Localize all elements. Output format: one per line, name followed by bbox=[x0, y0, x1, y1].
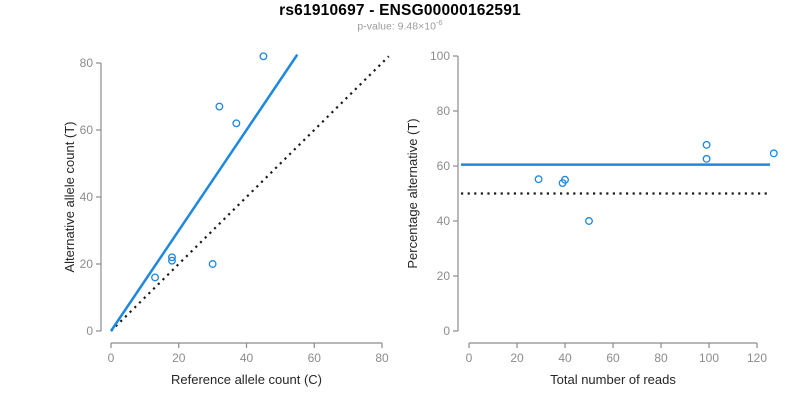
y-tick-label: 80 bbox=[437, 104, 451, 118]
x-tick-label: 40 bbox=[558, 351, 572, 365]
data-point bbox=[151, 273, 159, 282]
x-tick-label: 20 bbox=[510, 351, 524, 365]
p-value-exponent: -6 bbox=[435, 18, 443, 27]
plot-subtitle: p-value: 9.48×10-6 bbox=[0, 18, 800, 33]
data-point bbox=[259, 52, 268, 61]
data-point bbox=[534, 175, 543, 184]
data-point bbox=[232, 119, 241, 128]
data-point bbox=[769, 149, 778, 158]
y-tick-label: 100 bbox=[430, 49, 450, 63]
x-tick-label: 60 bbox=[308, 351, 322, 365]
x-axis-title: Reference allele count (C) bbox=[171, 372, 322, 387]
percentage-panel: 0 20 40 60 80 100 0 20 40 60 80 100 120 Total number … bbox=[405, 49, 778, 387]
data-point bbox=[561, 175, 569, 184]
data-point bbox=[585, 217, 593, 225]
data-point bbox=[208, 260, 217, 268]
x-tick-label: 0 bbox=[108, 351, 115, 365]
data-point bbox=[702, 140, 711, 149]
y-tick-label: 40 bbox=[80, 190, 94, 204]
data-point bbox=[168, 256, 176, 265]
x-tick-label: 40 bbox=[240, 351, 254, 365]
y-tick-label: 60 bbox=[437, 159, 451, 173]
x-tick-label: 0 bbox=[466, 351, 473, 365]
data-point bbox=[215, 102, 224, 111]
x-tick-label: 80 bbox=[375, 351, 389, 365]
data-point bbox=[168, 253, 176, 262]
data-point bbox=[702, 154, 711, 163]
y-tick-label: 0 bbox=[443, 324, 450, 338]
x-tick-label: 100 bbox=[699, 351, 719, 365]
y-tick-label: 60 bbox=[80, 123, 94, 137]
p-value-text: p-value: 9.48×10 bbox=[357, 20, 436, 33]
y-tick-label: 40 bbox=[437, 214, 451, 228]
identity-line bbox=[110, 55, 390, 332]
x-tick-label: 20 bbox=[172, 351, 186, 365]
x-tick-label: 80 bbox=[654, 351, 668, 365]
allele-counts-panel: 0 20 40 60 80 0 20 40 60 80 Reference allele count… bbox=[62, 52, 390, 387]
y-tick-label: 0 bbox=[86, 324, 93, 338]
y-tick-label: 20 bbox=[437, 269, 451, 283]
y-axis-title: Alternative allele count (T) bbox=[62, 121, 77, 272]
x-tick-label: 120 bbox=[747, 351, 767, 365]
x-axis-title: Total number of reads bbox=[550, 372, 676, 387]
y-tick-label: 20 bbox=[80, 257, 94, 271]
x-tick-label: 60 bbox=[606, 351, 620, 365]
y-axis-title: Percentage alternative (T) bbox=[405, 118, 420, 268]
plot-title: rs61910697 - ENSG00000162591 bbox=[279, 2, 521, 19]
fit-line bbox=[109, 53, 299, 332]
y-tick-label: 80 bbox=[80, 56, 94, 70]
